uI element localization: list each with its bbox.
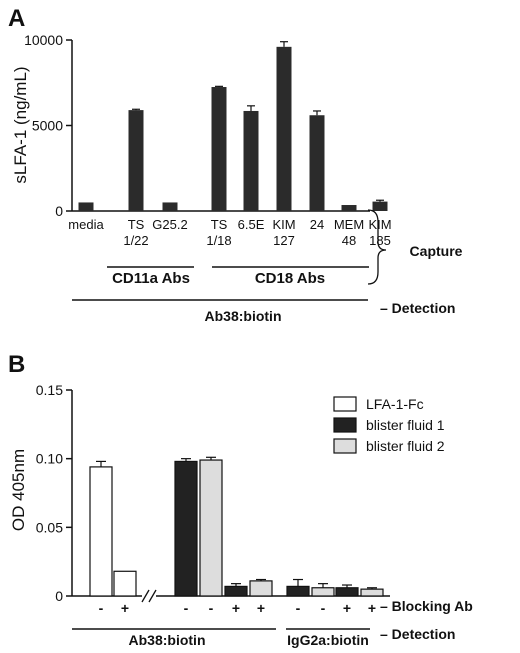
panel-a-bar [341,205,357,211]
panel-b-bars [89,456,384,597]
panel-b-ylabel: OD 405nm [9,449,28,531]
panel-b-bar [199,459,223,597]
cd18-group-label: CD18 Abs [255,270,325,287]
panel-a-bar [243,110,259,211]
panel-b-blocking-sign: - [296,600,301,616]
panel-a-detection-reagent: Ab38:biotin [205,308,282,324]
panel-a-tick-label: 0 [55,203,63,219]
panel-b-detection-label: – Detection [380,626,455,642]
legend-swatch [333,417,357,433]
panel-a-bar [309,115,325,211]
panel-a-category-label: 1/18 [206,233,231,248]
panel-b-tick-label: 0 [55,588,63,604]
panel-a-category-label: 24 [310,217,324,232]
capture-brace [367,209,387,285]
panel-b-legend: LFA-1-Fc blister fluid 1 blister fluid 2 [333,396,445,454]
panel-a-category-label: KIM [368,217,391,232]
panel-a-bar [162,202,178,211]
panel-b-blocking-sign: - [184,600,189,616]
panel-b-bar [224,585,248,597]
panel-a-bar [78,202,94,211]
panel-a-letter: A [8,5,25,32]
panel-b-bar [311,587,335,597]
panel-b-blocking-sign: - [209,600,214,616]
panel-b-letter: B [8,351,25,378]
panel-a-category-label: 185 [369,233,391,248]
panel-a-category-label: MEM [334,217,364,232]
axis-break-mark-1 [141,589,150,603]
panel-b-bar [286,585,310,597]
panel-b-blocking-sign: + [368,600,376,616]
panel-a-bar [276,46,292,212]
legend-swatch [333,396,357,412]
panel-a-category-label: media [68,217,104,232]
panel-b-blocking-sign: + [232,600,240,616]
axis-break-mask [142,590,156,602]
axis-break-mark-2 [148,589,157,603]
panel-a-tick-label: 5000 [32,118,63,134]
panel-b-tick-label: 0.10 [36,451,63,467]
panel-a-category-label: 127 [273,233,295,248]
panel-a-detection-label: – Detection [380,300,455,316]
legend-label: LFA-1-Fc [366,396,424,412]
panel-a-bar [128,110,144,211]
panel-b-blocking-signs: - + - - + + - - + + [99,600,376,616]
panel-a-bar [211,87,227,211]
panel-b-bar [174,460,198,597]
panel-b-bar [335,587,359,597]
panel-b-blocking-sign: + [121,600,129,616]
panel-b-blocking-sign: + [257,600,265,616]
panel-b-blocking-sign: + [343,600,351,616]
panel-a-bar [372,201,388,211]
capture-label: Capture [410,243,463,259]
panel-a-ylabel: sLFA-1 (ng/mL) [11,66,30,183]
cd11a-group-label: CD11a Abs [112,270,190,287]
panel-b-tick-label: 0.05 [36,519,63,535]
panel-b-bar [360,588,384,597]
panel-a-category-label: TS [211,217,228,232]
panel-b-bar [249,580,273,597]
panel-b-tick-label: 0.15 [36,382,63,398]
legend-label: blister fluid 2 [366,438,445,454]
legend-label: blister fluid 1 [366,417,445,433]
panel-b-blocking-sign: - [321,600,326,616]
panel-b-bar [113,570,137,597]
panel-a-category-label: KIM [272,217,295,232]
legend-swatch [333,438,357,454]
panel-a-bars [78,41,388,212]
panel-a-category-label: 6.5E [238,217,265,232]
igg2a-group-label: IgG2a:biotin [287,632,369,648]
panel-b-blocking-sign: - [99,600,104,616]
panel-a-category-label: 1/22 [123,233,148,248]
panel-b: B OD 405nm 0 0.05 0.10 0.15 - + - - + + - - + + – Bl… [8,351,473,648]
panel-a-tick-label: 10000 [24,32,63,48]
ab38-group-label: Ab38:biotin [129,632,206,648]
panel-b-y-ticks: 0 0.05 0.10 0.15 [36,382,72,604]
panel-a-y-ticks: 0 5000 10000 [24,32,72,219]
panel-b-bar [89,466,113,597]
panel-a-category-label: TS [128,217,145,232]
blocking-ab-label: – Blocking Ab [380,598,473,614]
panel-a-category-label: 48 [342,233,356,248]
panel-a-category-label: G25.2 [152,217,187,232]
